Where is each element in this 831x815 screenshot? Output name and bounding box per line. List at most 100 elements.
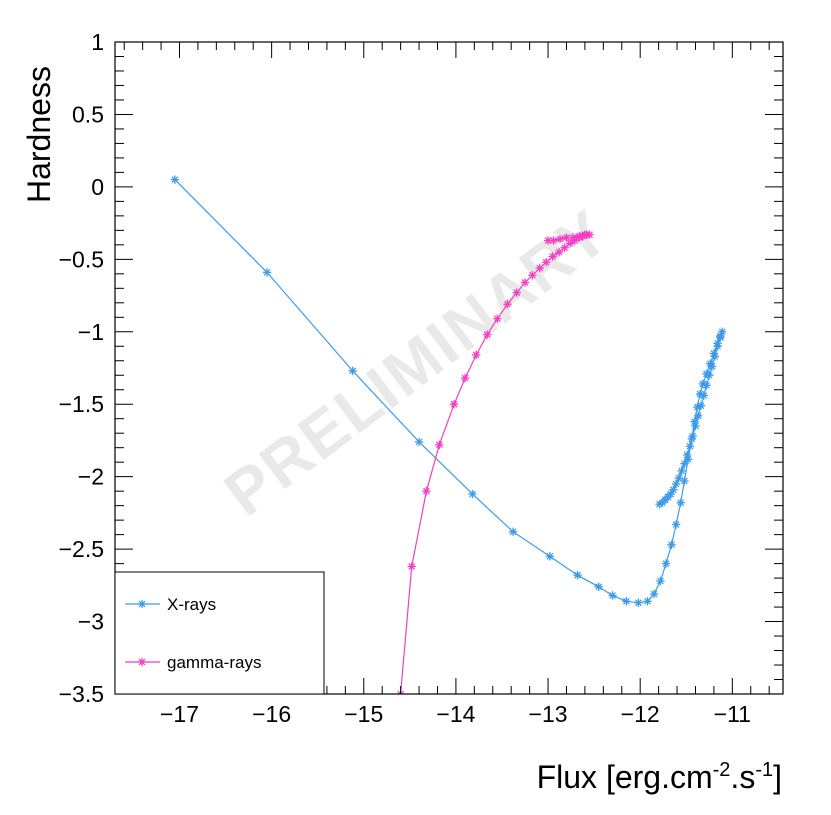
y-axis-tick-labels: 1 0.5 0 −0.5 −1 −1.5 −2 −2.5 −3 −3.5 xyxy=(59,29,104,707)
data-point xyxy=(716,333,725,342)
legend-entry-x-rays xyxy=(125,599,160,609)
y-tick-label: −1 xyxy=(78,319,104,345)
data-point xyxy=(414,437,424,447)
data-point xyxy=(460,373,470,383)
x-tick-label: −17 xyxy=(160,701,199,727)
data-point xyxy=(696,401,706,410)
x-tick-label: −11 xyxy=(714,701,751,727)
data-point xyxy=(548,252,557,261)
data-point xyxy=(407,562,416,571)
data-point xyxy=(545,552,555,561)
x-tick-label: −16 xyxy=(252,701,291,727)
x-axis-title-mid: .s xyxy=(730,759,755,795)
data-point xyxy=(471,350,481,360)
data-point xyxy=(262,268,272,277)
data-point xyxy=(435,440,444,449)
data-point xyxy=(554,247,564,257)
data-point xyxy=(671,479,681,489)
legend-swatch-marker xyxy=(137,657,147,667)
x-axis-title-sup-2: -1 xyxy=(755,759,773,781)
data-point xyxy=(542,258,551,267)
data-point xyxy=(685,442,695,451)
data-point xyxy=(535,263,544,273)
data-point xyxy=(643,597,652,606)
data-point xyxy=(512,288,521,297)
data-point xyxy=(449,400,459,409)
x-axis-tick-labels: −17 −16 −15 −14 −13 −12 −11 xyxy=(160,701,751,727)
data-point xyxy=(580,230,590,239)
legend-label-gamma-rays: gamma-rays xyxy=(167,653,261,672)
data-point xyxy=(468,489,477,499)
x-axis-title-end: ] xyxy=(773,759,782,795)
y-axis-ticks xyxy=(115,41,783,695)
data-point xyxy=(676,498,685,507)
data-point xyxy=(503,300,512,309)
data-point xyxy=(493,314,502,323)
data-point xyxy=(687,434,696,444)
data-point xyxy=(677,466,686,476)
y-tick-label: −2.5 xyxy=(59,536,104,562)
y-tick-label: −2 xyxy=(78,464,104,490)
data-point xyxy=(656,576,665,586)
data-point xyxy=(573,570,582,580)
legend-box xyxy=(114,571,325,695)
data-point xyxy=(702,381,711,390)
data-point xyxy=(688,431,697,441)
data-point xyxy=(555,234,565,244)
data-point xyxy=(661,559,671,568)
data-point xyxy=(655,499,664,509)
data-point xyxy=(520,278,530,287)
data-point xyxy=(680,476,689,486)
legend-entry-gamma-rays xyxy=(125,657,160,667)
data-point xyxy=(622,597,631,606)
data-point xyxy=(707,362,717,371)
data-point xyxy=(508,527,518,536)
data-point xyxy=(705,371,714,380)
y-tick-label: −0.5 xyxy=(59,246,104,272)
series-gamma-rays xyxy=(396,230,594,694)
y-tick-label: 0.5 xyxy=(72,101,104,127)
data-point xyxy=(699,391,708,400)
data-point xyxy=(483,330,492,339)
data-point xyxy=(562,233,571,242)
data-point xyxy=(694,411,703,421)
data-point xyxy=(170,175,180,184)
legend-label-x-rays: X-rays xyxy=(167,595,216,614)
x-axis-ticks xyxy=(123,42,770,694)
x-tick-label: −13 xyxy=(529,701,568,727)
data-point xyxy=(680,459,689,468)
data-point xyxy=(543,236,553,245)
y-tick-label: −1.5 xyxy=(59,391,104,417)
x-tick-label: −14 xyxy=(436,701,475,727)
data-point xyxy=(717,327,727,336)
legend: X-rays gamma-rays xyxy=(114,571,325,695)
plot-frame xyxy=(114,41,784,695)
x-axis-title-sup-1: -2 xyxy=(713,759,731,781)
data-point xyxy=(691,421,700,431)
data-point xyxy=(667,540,676,549)
data-point xyxy=(710,352,720,361)
x-axis-title-main: Flux [erg.cm xyxy=(537,759,713,795)
series-line xyxy=(174,179,723,604)
data-point xyxy=(560,243,569,252)
data-point xyxy=(608,591,617,600)
data-point xyxy=(422,486,431,496)
x-tick-label: −12 xyxy=(621,701,660,727)
y-tick-label: 1 xyxy=(91,29,104,55)
legend-swatch-marker xyxy=(137,599,147,609)
data-point xyxy=(594,582,603,591)
y-tick-label: −3.5 xyxy=(59,681,104,707)
y-axis-title: Hardness xyxy=(21,66,57,203)
data-point xyxy=(634,598,643,607)
series-x-rays xyxy=(170,175,727,607)
data-point xyxy=(713,342,722,351)
y-tick-label: 0 xyxy=(91,174,104,200)
x-axis-title: Flux [erg.cm-2.s-1] xyxy=(537,759,782,795)
preliminary-watermark: PRELIMINARY xyxy=(211,195,622,530)
data-point xyxy=(669,485,678,494)
data-point xyxy=(649,589,659,599)
data-point xyxy=(348,366,357,376)
data-point xyxy=(671,520,681,529)
y-tick-label: −3 xyxy=(78,609,104,635)
